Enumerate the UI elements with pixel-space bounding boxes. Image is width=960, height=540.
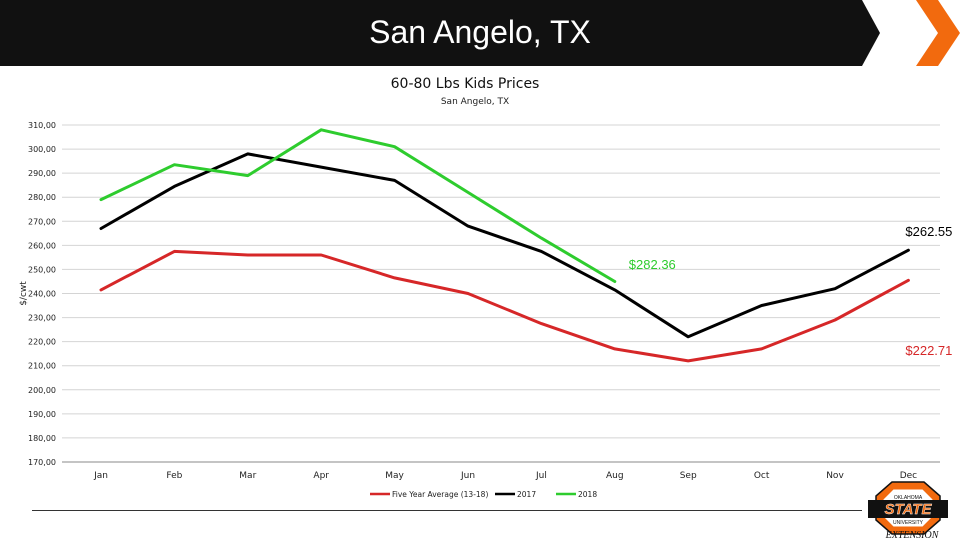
page-title: San Angelo, TX bbox=[369, 14, 591, 50]
y-tick-label: 180,00 bbox=[28, 434, 56, 443]
y-tick-label: 260,00 bbox=[28, 241, 56, 250]
legend-label: 2017 bbox=[517, 490, 536, 499]
banner-background bbox=[0, 0, 880, 66]
x-tick-label: Mar bbox=[239, 471, 256, 481]
y-tick-label: 240,00 bbox=[28, 290, 56, 299]
logo-text-main: STATE bbox=[885, 501, 933, 518]
bottom-divider bbox=[32, 510, 862, 511]
logo-text-sub: UNIVERSITY bbox=[893, 520, 924, 526]
series-line bbox=[99, 128, 617, 283]
x-tick-label: May bbox=[385, 471, 404, 481]
chevron-right-icon bbox=[916, 0, 960, 66]
y-tick-label: 210,00 bbox=[28, 362, 56, 371]
chart-title: 60-80 Lbs Kids Prices bbox=[390, 76, 540, 92]
data-annotation: $262.55 bbox=[905, 224, 952, 239]
logo-band bbox=[868, 500, 948, 518]
data-annotation: $222.71 bbox=[905, 343, 952, 358]
x-tick-label: Jun bbox=[460, 471, 475, 481]
x-tick-label: Oct bbox=[754, 471, 770, 481]
series-line bbox=[99, 249, 910, 363]
y-tick-label: 190,00 bbox=[28, 410, 56, 419]
data-annotation: $282.36 bbox=[629, 257, 676, 272]
y-tick-label: 220,00 bbox=[28, 338, 56, 347]
x-tick-label: Feb bbox=[166, 471, 182, 481]
y-tick-label: 310,00 bbox=[28, 121, 56, 130]
x-tick-label: Jul bbox=[535, 471, 547, 481]
legend-label: 2018 bbox=[578, 490, 597, 499]
x-tick-label: Jan bbox=[93, 471, 108, 481]
y-tick-label: 230,00 bbox=[28, 314, 56, 323]
x-tick-label: Nov bbox=[826, 471, 844, 481]
logo-text-top: OKLAHOMA bbox=[894, 495, 923, 501]
oklahoma-state-extension-logo: OKLAHOMA STATE UNIVERSITY EXTENSION bbox=[868, 481, 948, 540]
series-line bbox=[99, 152, 910, 339]
header-banner bbox=[0, 0, 960, 66]
logo-text-bottom: EXTENSION bbox=[885, 530, 940, 540]
y-tick-label: 170,00 bbox=[28, 458, 56, 467]
y-tick-label: 200,00 bbox=[28, 386, 56, 395]
y-axis-label: $/cwt bbox=[19, 281, 29, 306]
x-tick-label: Sep bbox=[680, 471, 697, 481]
y-tick-label: 250,00 bbox=[28, 265, 56, 274]
x-tick-label: Dec bbox=[900, 471, 917, 481]
x-tick-label: Apr bbox=[313, 471, 329, 481]
chart-subtitle: San Angelo, TX bbox=[440, 97, 510, 107]
x-tick-label: Aug bbox=[606, 471, 624, 481]
legend-label: Five Year Average (13-18) bbox=[392, 490, 488, 499]
y-tick-label: 290,00 bbox=[28, 169, 56, 178]
y-tick-label: 270,00 bbox=[28, 217, 56, 226]
y-tick-label: 300,00 bbox=[28, 145, 56, 154]
y-tick-label: 280,00 bbox=[28, 193, 56, 202]
